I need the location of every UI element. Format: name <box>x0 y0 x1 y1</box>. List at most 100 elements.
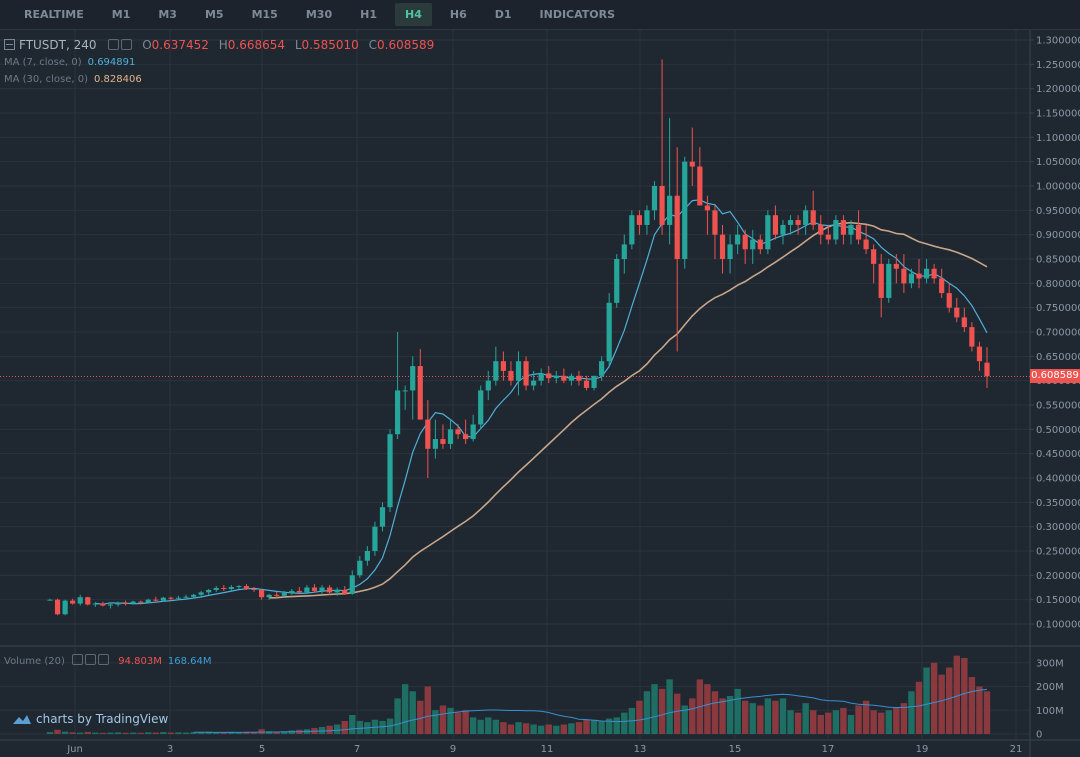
branding-text: charts by TradingView <box>36 712 169 726</box>
candle-body <box>697 166 703 206</box>
volume-hide-icon[interactable] <box>85 654 97 665</box>
volume-bar <box>107 732 114 734</box>
timeframe-m30[interactable]: M30 <box>305 8 333 21</box>
price-tick-label: 0.200000 <box>1036 571 1080 582</box>
open-value: 0.637452 <box>151 38 209 52</box>
ohlc-legend: FTUSDT, 240 O0.637452 H0.668654 L0.58501… <box>4 38 434 52</box>
candle-body <box>901 268 907 284</box>
volume-bar <box>817 715 824 734</box>
volume-bar <box>787 710 794 734</box>
high-value: 0.668654 <box>227 38 286 52</box>
candle-body <box>772 215 779 235</box>
candle-body <box>342 589 348 594</box>
volume-bar <box>167 732 175 734</box>
volume-legend: Volume (20) 94.803M 168.64M <box>4 654 212 667</box>
volume-bar <box>636 700 643 734</box>
candle-body <box>591 375 597 388</box>
volume-bar <box>643 691 651 734</box>
candle-body <box>546 373 552 379</box>
volume-bar <box>349 715 356 734</box>
candle-body <box>621 244 627 259</box>
price-tick-label: 0.850000 <box>1036 255 1080 266</box>
volume-bar <box>61 731 69 734</box>
volume-bar <box>545 724 552 734</box>
settings-icon[interactable] <box>108 39 120 50</box>
volume-bar <box>417 700 424 734</box>
volume-bar <box>598 720 605 734</box>
timeframe-m1[interactable]: M1 <box>111 8 131 21</box>
volume-bar <box>99 732 107 734</box>
candle-body <box>727 244 733 259</box>
high-label: H <box>218 38 228 52</box>
volume-bar <box>575 722 583 734</box>
candle-body <box>175 597 182 599</box>
volume-bar <box>462 710 469 734</box>
price-tick-label: 1.200000 <box>1036 84 1080 95</box>
tradingview-branding[interactable]: charts by TradingView <box>12 712 168 726</box>
candle-body <box>976 346 983 362</box>
candle-body <box>855 224 862 240</box>
hide-icon[interactable] <box>121 39 133 50</box>
candle-body <box>886 263 892 298</box>
timeframe-h4[interactable]: H4 <box>394 3 432 26</box>
time-tick-label: 13 <box>634 744 647 755</box>
price-tick-label: 1.050000 <box>1036 157 1080 168</box>
volume-bar <box>666 679 673 734</box>
candle-body <box>840 220 847 235</box>
candle-body <box>712 210 718 235</box>
timeframe-m15[interactable]: M15 <box>251 8 278 21</box>
price-tick-label: 1.150000 <box>1036 109 1080 120</box>
time-tick-label: 19 <box>916 744 929 755</box>
candle-body <box>735 234 741 245</box>
timeframe-m3[interactable]: M3 <box>158 8 177 21</box>
volume-bar <box>983 691 991 734</box>
volume-close-icon[interactable] <box>98 654 110 665</box>
candle-body <box>750 239 756 250</box>
volume-bar <box>175 732 182 734</box>
price-tick-label: 1.250000 <box>1036 60 1080 71</box>
timeframe-h1[interactable]: H1 <box>360 8 377 21</box>
candle-body <box>568 375 574 381</box>
candle-body <box>923 268 930 279</box>
volume-bar <box>651 684 658 734</box>
chart-svg[interactable]: 0.100000 0.150000 0.200000 0.250000 0.300000… <box>0 30 1080 757</box>
volume-bar <box>673 693 681 734</box>
volume-bar <box>530 724 537 734</box>
volume-bar <box>522 723 530 734</box>
candle-body <box>742 234 748 250</box>
candle-body <box>644 210 650 225</box>
candle-body <box>221 587 227 589</box>
candle-body <box>659 186 665 225</box>
timeframe-m5[interactable]: M5 <box>204 8 224 21</box>
timeframe-realtime[interactable]: REALTIME <box>24 8 84 21</box>
volume-bar <box>779 698 787 734</box>
volume-bar <box>243 731 250 734</box>
candle-body <box>190 594 197 597</box>
last-price-tag: 0.608589 <box>1030 369 1080 384</box>
volume-settings-icon[interactable] <box>72 654 84 665</box>
timeframe-d1[interactable]: D1 <box>494 8 512 21</box>
volume-bar <box>560 724 568 734</box>
chart-area[interactable]: 0.100000 0.150000 0.200000 0.250000 0.300000… <box>0 30 1080 757</box>
candle-body <box>765 215 771 250</box>
volume-bar <box>537 725 545 734</box>
volume-bar <box>92 732 99 734</box>
time-tick-label: Jun <box>66 744 83 755</box>
volume-bar <box>485 717 492 734</box>
candle-body <box>274 594 280 596</box>
candle-body <box>629 215 635 245</box>
collapse-icon[interactable] <box>4 39 15 50</box>
timeframe-h6[interactable]: H6 <box>449 8 467 21</box>
volume-bar <box>515 722 522 734</box>
volume-bar <box>590 719 598 734</box>
candle-body <box>878 263 884 298</box>
volume-label: Volume (20) <box>4 656 65 667</box>
ma7-line <box>95 199 988 605</box>
timeframe-indicators[interactable]: INDICATORS <box>539 8 616 21</box>
price-tick-label: 0.400000 <box>1036 474 1080 485</box>
candle-body <box>54 599 61 615</box>
candle-body <box>228 587 234 589</box>
ma30-value: 0.828406 <box>94 74 142 85</box>
volume-bar <box>764 698 772 734</box>
volume-bar <box>273 731 280 734</box>
